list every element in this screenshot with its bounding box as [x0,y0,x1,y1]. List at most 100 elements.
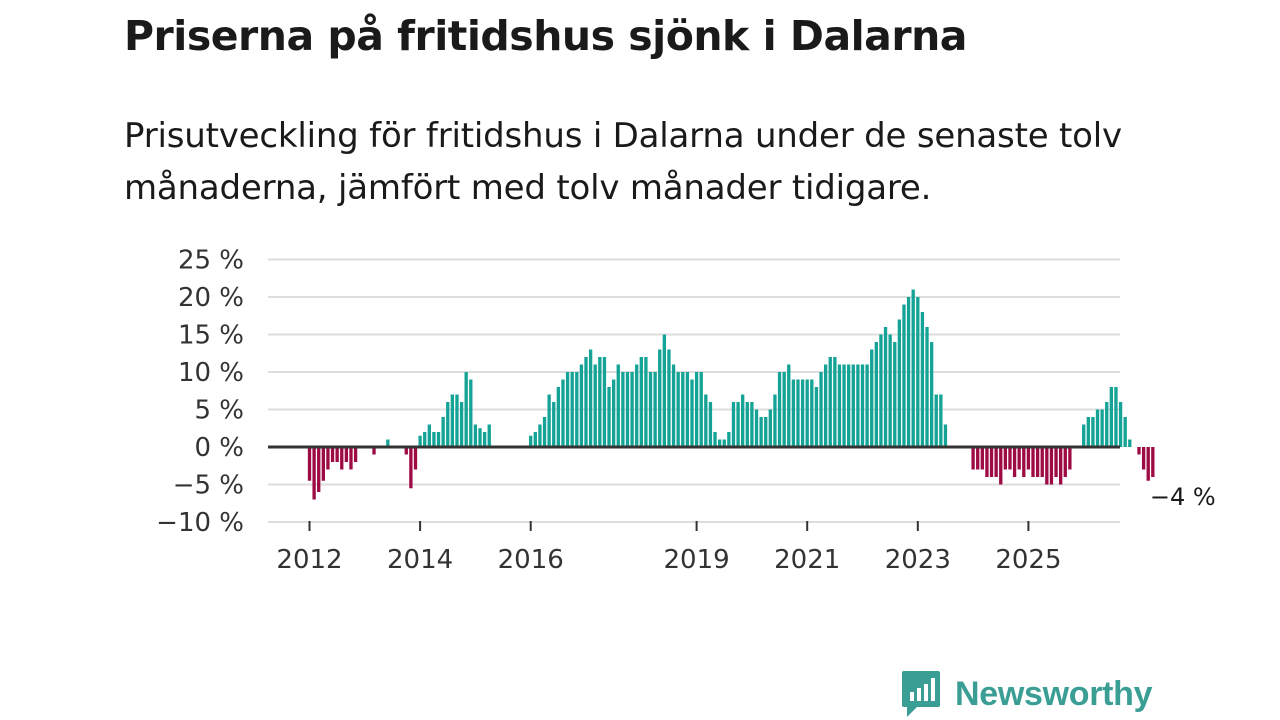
bar [602,357,607,447]
bar [450,394,455,447]
bar [717,439,722,447]
bar [1059,447,1063,485]
bar [565,372,570,447]
bar [538,424,542,447]
bar [1091,417,1095,447]
bar [768,409,772,447]
bar [745,402,749,447]
bar [1035,447,1040,477]
bar [1137,447,1141,455]
bar [340,447,344,470]
bar [920,312,925,447]
bar [464,372,468,447]
y-tick-label: 0 % [194,433,244,463]
bar [662,334,666,447]
bar [865,364,869,447]
bar [386,439,390,447]
newsworthy-logo: Newsworthy [901,670,1153,718]
bar [694,372,699,447]
bar [330,447,335,462]
bar [1114,387,1118,447]
x-tick-label: 2012 [276,545,342,575]
bar [750,402,754,447]
bar [482,432,487,447]
y-tick-label: 10 % [178,358,244,388]
bar [639,357,643,447]
bar [925,327,929,447]
axes [268,445,1120,531]
bar [570,372,574,447]
bar [418,435,422,447]
bar [791,379,796,447]
bar [459,402,464,447]
bar [317,447,321,492]
bar [704,394,708,447]
bar [625,372,630,447]
bar [796,379,800,447]
bar [713,432,717,447]
bar [1012,447,1017,477]
bar [372,447,376,455]
bar [1054,447,1058,477]
bar [823,364,828,447]
bar [787,364,791,447]
y-tick-label: 15 % [178,321,244,351]
bar [828,357,832,447]
bar [727,432,731,447]
x-tick-label: 2025 [995,545,1061,575]
bar [1008,447,1012,470]
bar [1095,409,1100,447]
bar [681,372,685,447]
bar [916,297,920,447]
y-tick-label: −5 % [173,471,244,501]
bar [934,394,938,447]
bar [648,372,653,447]
bar [819,372,823,447]
bar [1151,447,1155,477]
bar [879,334,883,447]
bar [1128,439,1132,447]
brand-name: Newsworthy [955,674,1153,713]
bar [326,447,330,470]
bar [708,402,713,447]
bar [611,379,616,447]
x-tick-label: 2023 [885,545,951,575]
bar [971,447,975,470]
bar [671,364,676,447]
bar [764,417,768,447]
y-tick-label: −10 % [156,508,244,538]
bar [598,357,602,447]
bar [731,402,736,447]
bar [427,424,431,447]
bar [1086,417,1090,447]
bar [593,364,597,447]
labels: 25 % 20 % 15 % 10 % 5 % 0 % −5 % −10 % 2012 2014 2… [156,246,1217,575]
bar [1049,447,1054,485]
bar [579,364,584,447]
bar [699,372,703,447]
bar [432,432,436,447]
bar [575,372,579,447]
bar [469,379,473,447]
bar [773,394,777,447]
bar [929,342,934,447]
bar [436,432,441,447]
bar [902,304,906,447]
chart-title: Priserna på fritidshus sjönk i Dalarna [124,12,967,60]
bar [777,372,782,447]
bar [1026,447,1031,470]
x-tick-label: 2016 [498,545,564,575]
bar [842,364,846,447]
bar [547,394,551,447]
bar [413,447,418,470]
bar [321,447,325,481]
bar [741,394,745,447]
bar [897,319,902,447]
bar [939,394,943,447]
bar [994,447,998,477]
bar [847,364,851,447]
bar [1146,447,1150,481]
bar [1022,447,1026,477]
bar [759,417,763,447]
